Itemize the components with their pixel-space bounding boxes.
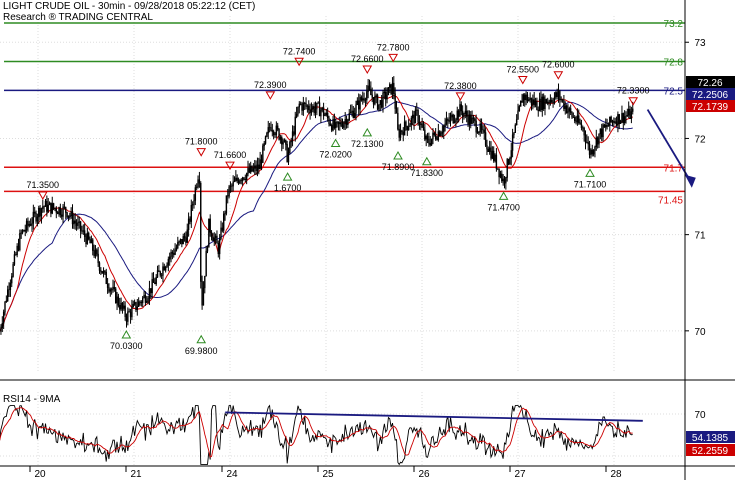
rsi-panel-title: RSI14 - 9MA — [3, 394, 61, 405]
low-label: 70.0300 — [110, 341, 143, 351]
low-label: 72.1300 — [351, 139, 384, 149]
high-label: 72.5500 — [507, 65, 540, 75]
forecast-arrowhead-icon — [684, 174, 696, 188]
price-tag: 72.26 — [686, 76, 735, 89]
rsi-tick-label: 70 — [694, 410, 706, 421]
low-label: 71.8900 — [382, 162, 415, 172]
high-label: 72.6000 — [542, 60, 575, 70]
x-tick-label: 24 — [226, 469, 238, 480]
low-marker-icon — [498, 191, 509, 200]
y-tick-label: 72 — [694, 134, 706, 145]
high-label: 72.3900 — [254, 80, 287, 90]
high-label: 71.3500 — [27, 180, 60, 190]
low-marker-icon — [196, 334, 207, 344]
high-marker-icon — [196, 148, 207, 157]
high-marker-icon — [37, 191, 48, 200]
high-label: 71.6600 — [214, 150, 247, 160]
candlestick-series — [0, 76, 634, 335]
ma-fast-series — [0, 94, 633, 332]
x-tick-label: 28 — [610, 469, 622, 480]
low-label: 71.8300 — [411, 168, 444, 178]
chart-title: LIGHT CRUDE OIL - 30min - 09/28/2018 05:… — [3, 1, 256, 12]
price-tag-label: 72.1739 — [692, 102, 729, 113]
low-label: 71.4700 — [487, 202, 520, 212]
price-tag: 72.2506 — [686, 88, 735, 101]
high-marker-icon — [628, 97, 639, 106]
price-tag: 52.2559 — [686, 444, 735, 457]
low-label: 72.0200 — [319, 150, 352, 160]
high-label: 72.3300 — [617, 86, 650, 96]
price-tag-label: 54.1385 — [692, 433, 729, 444]
forecast-arrow-line — [646, 109, 692, 183]
high-label: 72.7800 — [377, 42, 410, 52]
high-marker-icon — [362, 65, 373, 74]
x-tick-label: 25 — [322, 469, 334, 480]
x-axis-labels: 20 21 24 25 26 27 28 — [29, 466, 622, 480]
low-marker-icon — [121, 329, 132, 339]
high-marker-icon — [388, 53, 399, 63]
low-marker-icon — [282, 172, 293, 181]
low-marker-icon — [393, 151, 403, 160]
level-label: 72.8 — [664, 57, 684, 68]
x-tick-label: 27 — [514, 469, 526, 480]
ma-slow-series — [0, 101, 633, 332]
y-tick-label: 70 — [694, 327, 706, 338]
low-marker-icon — [421, 156, 432, 166]
high-label: 72.3800 — [444, 81, 477, 91]
low-label: 69.9800 — [185, 346, 218, 356]
price-tag-box — [686, 100, 735, 112]
high-marker-icon — [265, 91, 276, 100]
low-marker-icon — [362, 127, 373, 137]
price-tag-label: 52.2559 — [692, 446, 729, 457]
level-label: 71.45 — [658, 195, 683, 206]
x-tick-label: 21 — [130, 469, 142, 480]
forecast-arrow — [646, 109, 696, 188]
level-label: 72.5 — [664, 86, 684, 97]
price-gridlines — [0, 16, 685, 373]
price-tag-label: 72.26 — [697, 78, 722, 89]
rsi-gridlines — [0, 392, 685, 466]
swing-annotations: 71.3500 70.0300 71.8000 69.9800 71.6600 72.39… — [27, 42, 650, 355]
price-tag-box — [686, 444, 735, 456]
low-marker-icon — [330, 138, 341, 148]
y-axis-labels: 70 71 72 73 70 — [685, 38, 706, 421]
high-marker-icon — [294, 57, 304, 67]
rsi-trendline — [225, 411, 643, 422]
y-tick-label: 73 — [694, 38, 706, 49]
high-marker-icon — [553, 71, 564, 80]
x-tick-label: 20 — [34, 469, 46, 480]
x-tick-label: 26 — [418, 469, 430, 480]
level-label: 71.7 — [664, 163, 684, 174]
high-label: 72.7400 — [283, 46, 316, 56]
price-tag-box — [686, 431, 735, 443]
rsi-series — [0, 404, 643, 466]
high-marker-icon — [517, 76, 528, 85]
high-marker-icon — [225, 161, 235, 171]
ma-fast-line — [0, 94, 633, 332]
horizontal-levels: 73.2 72.8 72.5 71.7 71.45 — [4, 19, 685, 206]
low-marker-icon — [585, 168, 595, 177]
high-label: 71.8000 — [185, 137, 218, 147]
high-label: 72.6600 — [351, 54, 384, 64]
y-tick-label: 71 — [694, 231, 706, 242]
price-tag-label: 72.2506 — [692, 90, 729, 101]
ma-slow-line — [0, 101, 633, 332]
price-tag-box — [686, 76, 735, 88]
price-tag-box — [686, 88, 735, 100]
rsi-ma-line — [0, 407, 633, 458]
chart-subtitle: Research ® TRADING CENTRAL — [3, 12, 153, 23]
low-label: 1.6700 — [274, 183, 302, 193]
low-label: 71.7100 — [574, 179, 607, 189]
level-label: 73.2 — [664, 19, 684, 30]
price-tag: 54.1385 — [686, 431, 735, 444]
high-marker-icon — [455, 92, 466, 101]
price-tag: 72.1739 — [686, 100, 735, 113]
